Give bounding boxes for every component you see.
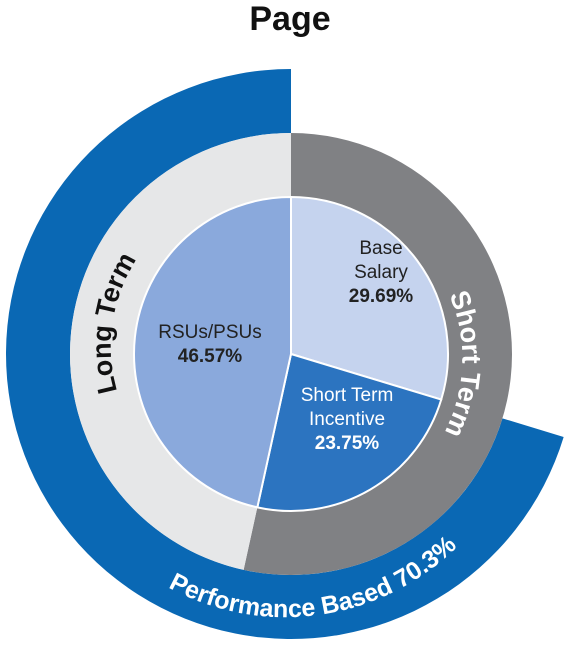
pie-slice-base-salary: [290, 195, 449, 401]
chart-title: Page: [249, 0, 330, 38]
ring-segment-long-term: [69, 133, 291, 570]
ring-segment-short-term: [243, 133, 512, 575]
slice-value-rsus-psus: 46.57%: [178, 346, 243, 367]
slice-label-base-salary-line-1: Base: [359, 238, 402, 259]
slice-label-base-salary-line-2: Salary: [354, 262, 408, 283]
slice-value-short-term-incentive: 23.75%: [315, 433, 380, 454]
slice-label-rsus-psus-line-1: RSUs/PSUs: [158, 322, 261, 343]
pie-slice-short-term-incentive: [256, 352, 443, 512]
pie-slice-rsus-psus: [133, 195, 292, 509]
slice-label-short-term-incentive-line-1: Short Term: [301, 385, 394, 406]
slice-value-base-salary: 29.69%: [349, 286, 414, 307]
slice-label-short-term-incentive-line-2: Incentive: [309, 409, 385, 430]
